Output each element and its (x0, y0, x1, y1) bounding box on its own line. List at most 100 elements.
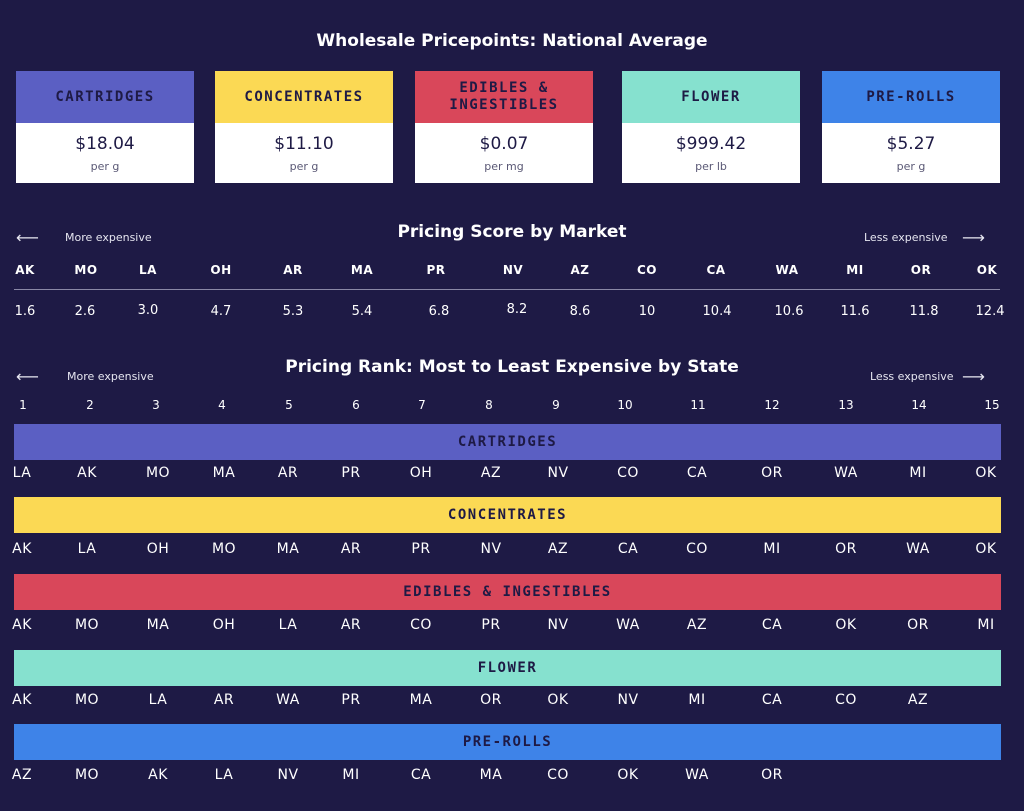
price-card: CARTRIDGES $18.04 per g (16, 71, 194, 183)
state-code: CO (835, 692, 857, 708)
state-code: OH (212, 617, 236, 633)
market-code: NV (502, 263, 524, 277)
rank-number: 4 (218, 398, 226, 412)
state-code: OK (547, 692, 569, 708)
state-code: AR (340, 541, 362, 557)
price-card: EDIBLES & INGESTIBLES $0.07 per mg (415, 71, 593, 183)
rank-number: 1 (19, 398, 27, 412)
state-code: AK (77, 465, 97, 481)
state-code: AK (12, 541, 32, 557)
less-expensive-label: Less expensive (870, 370, 954, 383)
state-code: PR (341, 465, 361, 481)
state-code: WA (685, 767, 709, 783)
state-code: OK (975, 465, 997, 481)
market-score: 8.2 (506, 302, 528, 317)
price-card-label: FLOWER (622, 71, 800, 123)
price-card-unit: per g (289, 160, 319, 173)
price-card-unit: per lb (695, 160, 727, 173)
market-code: MA (350, 263, 374, 277)
market-score: 5.3 (282, 304, 304, 319)
state-code: NV (547, 617, 569, 633)
market-score: 10 (638, 304, 656, 319)
state-code: AK (12, 692, 32, 708)
market-score: 10.4 (702, 304, 732, 319)
market-score: 1.6 (14, 304, 36, 319)
state-code: WA (616, 617, 640, 633)
price-card: PRE-ROLLS $5.27 per g (822, 71, 1000, 183)
rank-number: 7 (418, 398, 426, 412)
rank-number: 2 (86, 398, 94, 412)
state-code: WA (906, 541, 930, 557)
price-card: FLOWER $999.42 per lb (622, 71, 800, 183)
state-code: OK (975, 541, 997, 557)
rank-number: 15 (984, 398, 1000, 412)
market-code: PR (426, 263, 446, 277)
rank-number: 12 (764, 398, 780, 412)
state-code: NV (617, 692, 639, 708)
state-code: LA (77, 541, 97, 557)
category-bar: EDIBLES & INGESTIBLES (14, 574, 1001, 610)
state-code: MO (74, 767, 100, 783)
category-bar: CARTRIDGES (14, 424, 1001, 460)
state-code: CO (547, 767, 569, 783)
rank-number: 8 (485, 398, 493, 412)
state-code: CA (617, 541, 639, 557)
price-card-price: $11.10 (274, 134, 334, 154)
state-code: CA (686, 465, 708, 481)
price-card: CONCENTRATES $11.10 per g (215, 71, 393, 183)
more-expensive-label: More expensive (65, 231, 152, 244)
price-card-unit: per g (90, 160, 120, 173)
state-code: OR (761, 465, 783, 481)
market-score: 5.4 (351, 304, 373, 319)
state-code: CA (761, 617, 783, 633)
state-code: MI (688, 692, 706, 708)
price-card-unit: per g (896, 160, 926, 173)
state-code: NV (547, 465, 569, 481)
price-card-label: PRE-ROLLS (822, 71, 1000, 123)
right-arrow-icon: ⟶ (962, 228, 985, 247)
state-code: MA (409, 692, 433, 708)
market-score: 11.6 (840, 304, 870, 319)
price-card-price: $18.04 (75, 134, 135, 154)
price-card-label: EDIBLES & INGESTIBLES (415, 71, 593, 123)
page-title: Wholesale Pricepoints: National Average (316, 31, 708, 51)
rank-number: 13 (838, 398, 854, 412)
price-card-price: $5.27 (886, 134, 936, 154)
state-code: AR (340, 617, 362, 633)
state-code: CO (686, 541, 708, 557)
state-code: AZ (907, 692, 929, 708)
state-code: OH (146, 541, 170, 557)
state-code: MI (909, 465, 927, 481)
market-score: 2.6 (74, 304, 96, 319)
state-code: OR (480, 692, 502, 708)
left-arrow-icon: ⟵ (16, 367, 39, 386)
category-bar: PRE-ROLLS (14, 724, 1001, 760)
state-code: AZ (480, 465, 502, 481)
market-code: MO (74, 263, 98, 277)
market-code: OH (210, 263, 232, 277)
state-code: AK (12, 617, 32, 633)
market-score: 6.8 (428, 304, 450, 319)
state-code: OR (835, 541, 857, 557)
category-bar: CONCENTRATES (14, 497, 1001, 533)
state-code: MA (146, 617, 170, 633)
state-code: MI (763, 541, 781, 557)
state-code: MO (74, 617, 100, 633)
state-code: PR (481, 617, 501, 633)
category-bar: FLOWER (14, 650, 1001, 686)
price-card-price: $0.07 (479, 134, 529, 154)
rank-number: 10 (617, 398, 633, 412)
state-code: WA (834, 465, 858, 481)
score-section-title: Pricing Score by Market (397, 222, 627, 242)
less-expensive-label: Less expensive (864, 231, 948, 244)
rank-number: 3 (152, 398, 160, 412)
state-code: AZ (11, 767, 33, 783)
state-code: MI (977, 617, 995, 633)
state-code: OH (409, 465, 433, 481)
state-code: LA (148, 692, 168, 708)
state-code: OK (835, 617, 857, 633)
state-code: WA (276, 692, 300, 708)
market-code: CO (636, 263, 658, 277)
state-code: CO (410, 617, 432, 633)
rank-number: 6 (352, 398, 360, 412)
